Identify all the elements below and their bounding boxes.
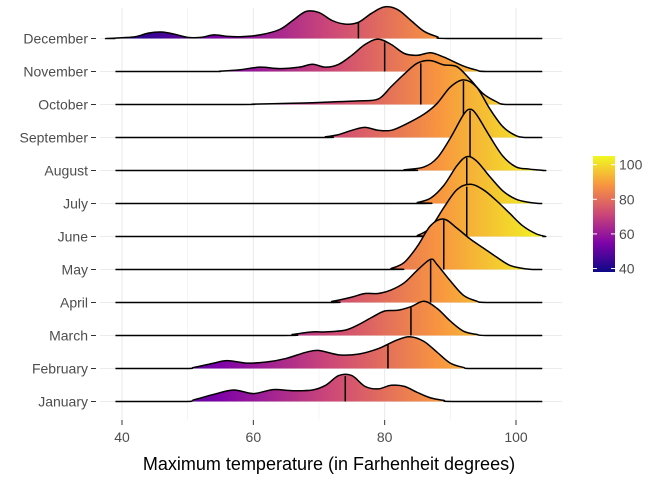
x-axis-tick-labels: 40 60 80 100: [114, 420, 528, 445]
ridge-february: [115, 336, 543, 370]
x-tick-label-80: 80: [377, 429, 393, 445]
legend-colorbar: [593, 156, 615, 272]
ridge-may: [115, 218, 543, 271]
legend-label-60: 60: [619, 226, 635, 242]
y-tick-label-october: October: [38, 97, 88, 113]
ridge-november: [115, 38, 543, 73]
y-tick-label-december: December: [23, 31, 88, 47]
ridge-outline: [104, 5, 543, 40]
y-tick-label-march: March: [49, 328, 88, 344]
ridge-october: [115, 59, 543, 106]
y-tick-label-may: May: [62, 262, 88, 278]
ridge-outline: [115, 373, 543, 403]
ridge-outline: [115, 218, 543, 271]
x-tick-label-60: 60: [246, 429, 262, 445]
ridge-fill: [115, 79, 543, 138]
legend-label-80: 80: [619, 191, 635, 207]
ridge-fill: [115, 156, 543, 204]
legend-label-100: 100: [619, 157, 643, 173]
y-tick-label-june: June: [58, 229, 89, 245]
ridge-fill: [115, 60, 543, 105]
x-tick-label-100: 100: [504, 429, 528, 445]
y-tick-label-april: April: [60, 295, 88, 311]
ridge-april: [115, 258, 543, 304]
ridge-fill: [115, 184, 546, 237]
y-tick-label-august: August: [44, 163, 88, 179]
y-tick-label-july: July: [63, 196, 88, 212]
ridge-january: [115, 373, 543, 403]
ridge-fill: [105, 6, 543, 39]
ridge-outline: [115, 59, 543, 106]
y-tick-label-february: February: [32, 361, 88, 377]
legend-label-40: 40: [619, 261, 635, 277]
ridge-fill: [115, 336, 543, 369]
y-axis-tick-labels: January February March April May June July Augu…: [20, 31, 96, 410]
y-tick-label-january: January: [38, 394, 88, 410]
x-axis-title: Maximum temperature (in Farhenheit degre…: [143, 454, 515, 474]
ridge-fill: [115, 109, 546, 171]
ridge-march: [115, 300, 543, 337]
y-tick-label-november: November: [23, 64, 88, 80]
ridge-fill: [115, 259, 543, 303]
ridge-outline: [115, 108, 547, 172]
ridge-june: [115, 183, 547, 238]
ridges: [104, 5, 547, 403]
color-legend: 40 60 80 100: [593, 156, 643, 277]
ridge-outline: [115, 38, 543, 73]
ridge-outline: [115, 79, 543, 139]
ridge-outline: [115, 336, 543, 370]
ridge-december: [104, 5, 543, 40]
y-tick-label-september: September: [20, 130, 89, 146]
ridge-fill: [115, 219, 543, 270]
ridge-fill: [115, 374, 543, 402]
ridge-outline: [115, 258, 543, 304]
ridge-outline: [115, 300, 543, 337]
ridge-outline: [115, 155, 543, 205]
x-tick-label-40: 40: [114, 429, 130, 445]
ridge-fill: [115, 301, 543, 336]
